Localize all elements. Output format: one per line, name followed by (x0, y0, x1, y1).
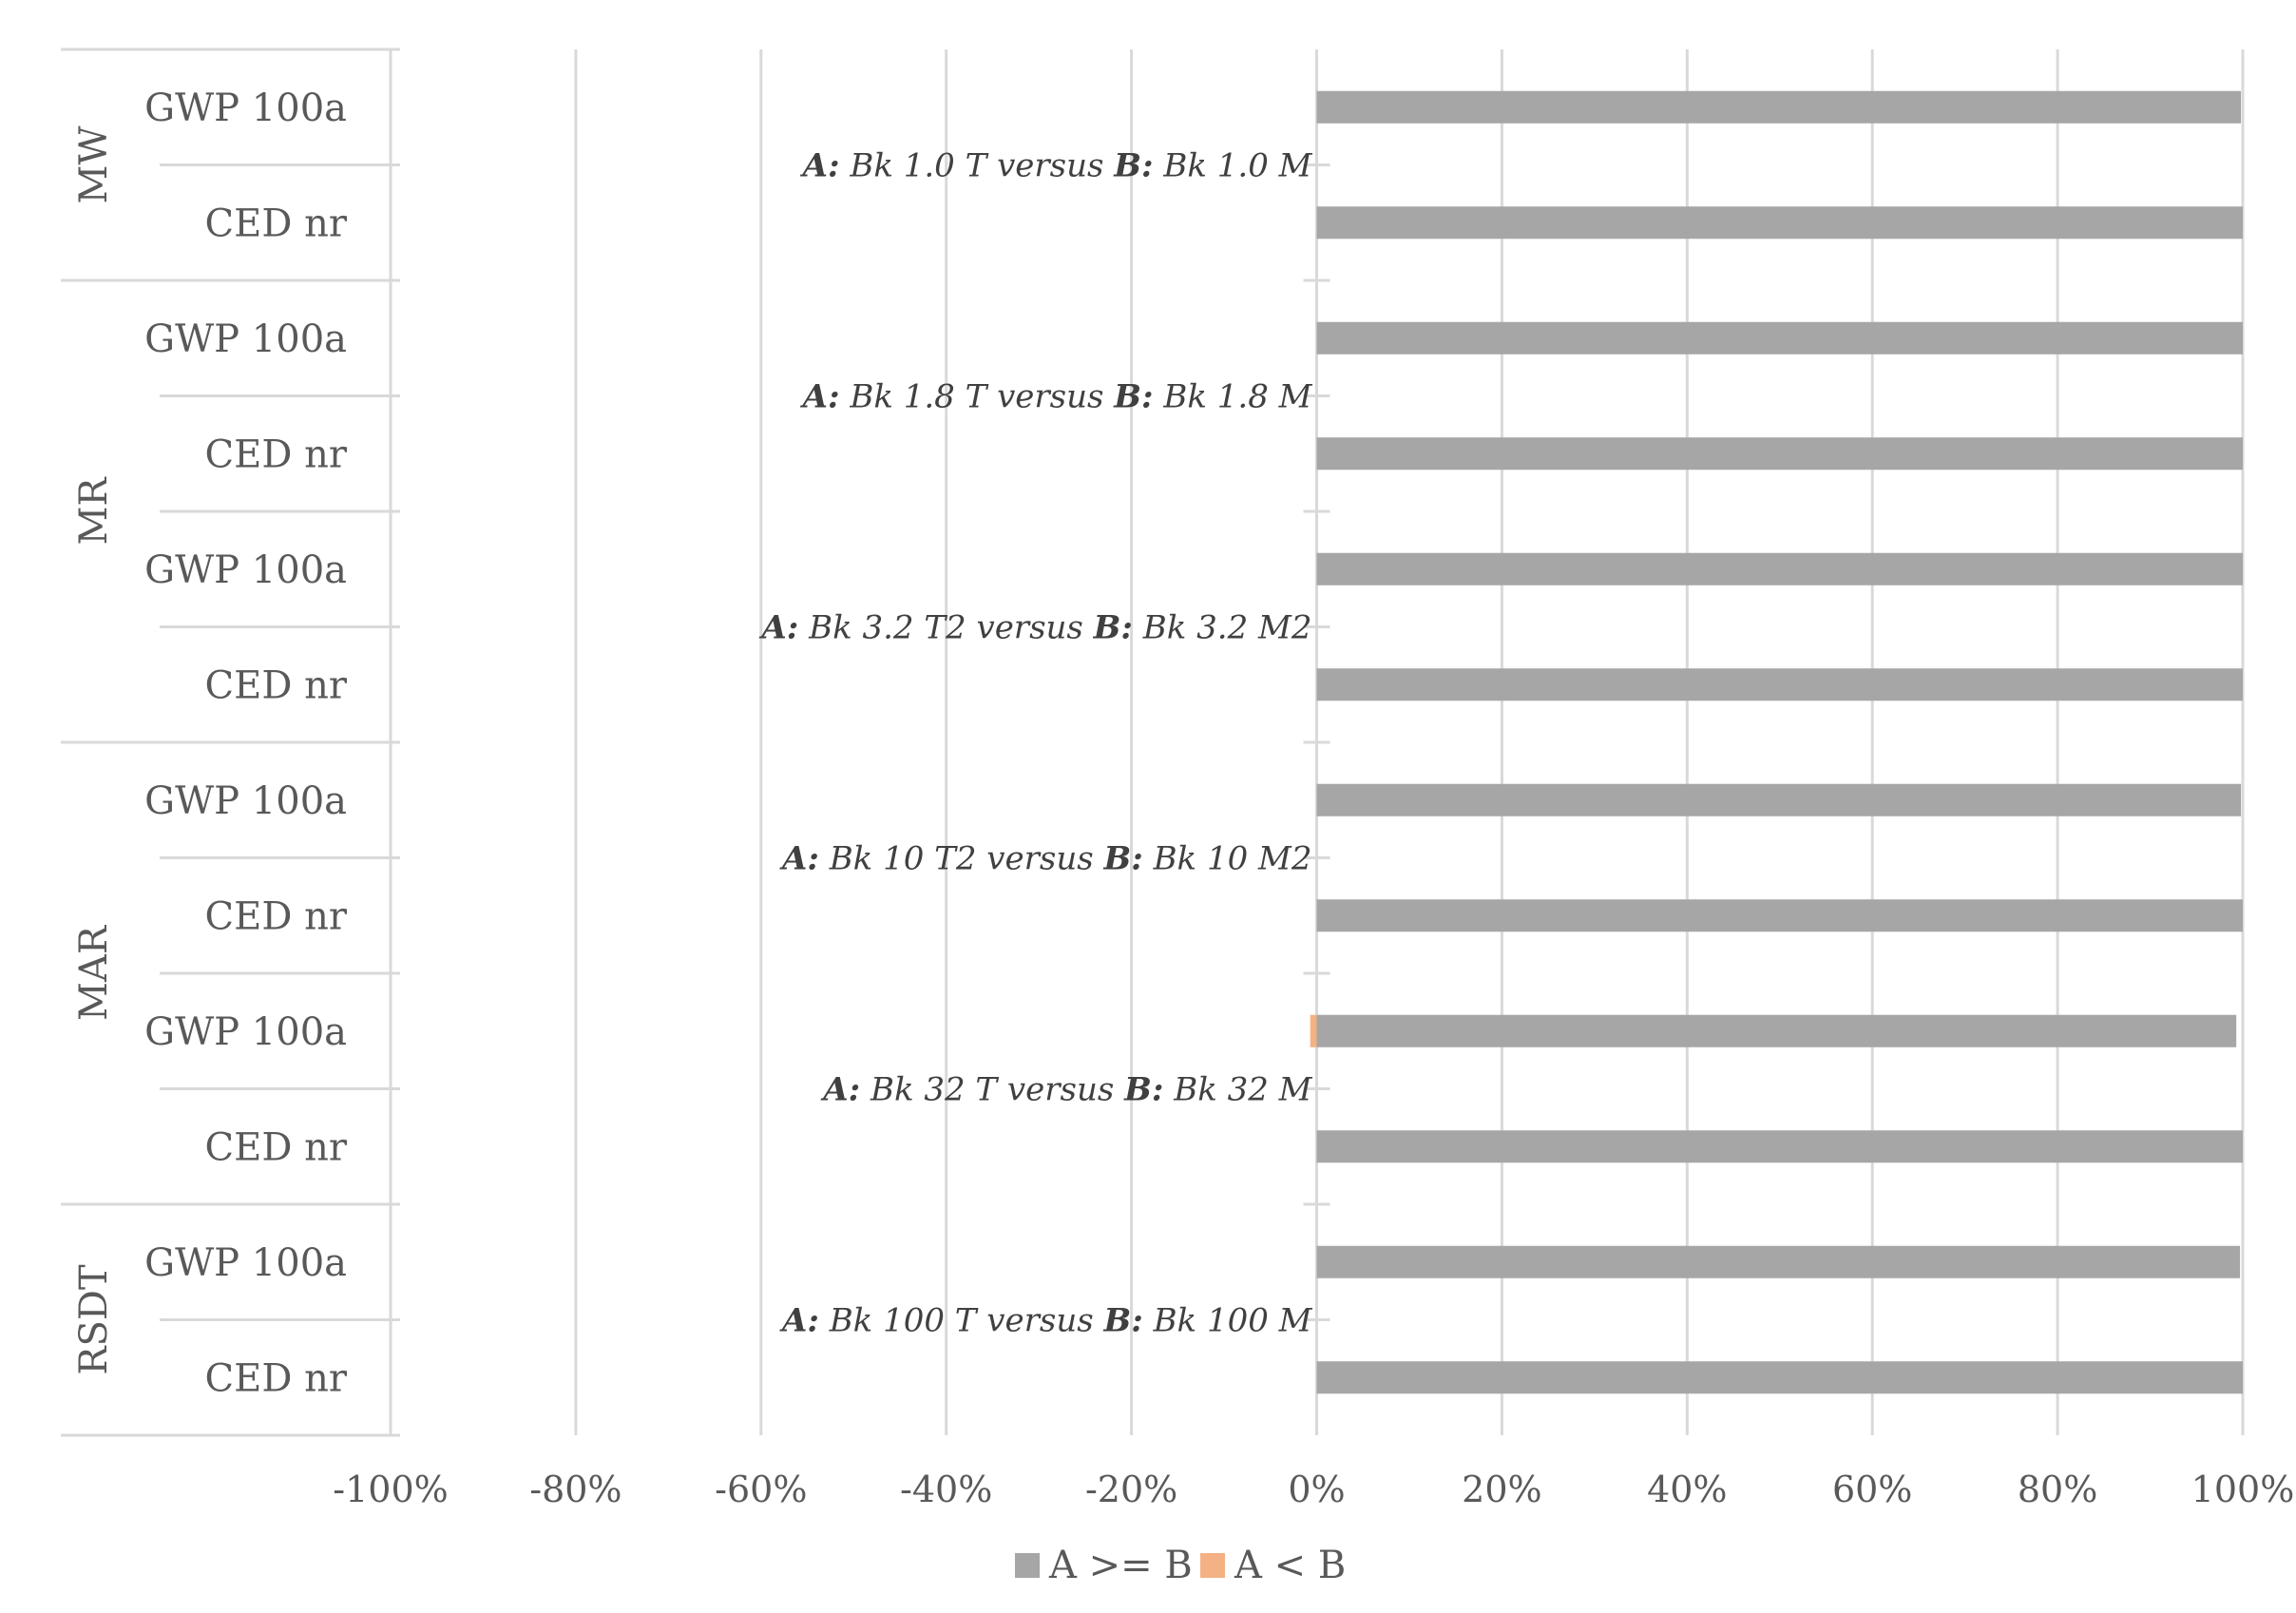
group-label: RSDT (72, 1264, 116, 1375)
group-labels: MW MR MAR RSDT (72, 125, 116, 1374)
legend-swatch-a-lt-b (1200, 1553, 1225, 1578)
bar-a-ge-b (1316, 321, 2243, 355)
category-label: GWP 100a (144, 317, 347, 361)
gridlines (574, 49, 2245, 1435)
annotation-text: Bk 100 T versus (819, 1302, 1104, 1340)
x-tick-label: -80% (529, 1469, 622, 1510)
x-tick-label: -20% (1085, 1469, 1177, 1510)
annotation-text: Bk 1.0 M (1154, 147, 1313, 185)
x-tick-label: -60% (715, 1469, 807, 1510)
annotation-key: A: (800, 147, 840, 185)
annotation-key: B: (1113, 378, 1153, 416)
bar-a-ge-b (1316, 437, 2243, 470)
x-tick-label: 40% (1647, 1469, 1727, 1510)
annotation-key: B: (1123, 1071, 1163, 1109)
bar-a-ge-b (1316, 668, 2243, 701)
bar-a-ge-b (1316, 1361, 2243, 1394)
x-tick-label: 0% (1288, 1469, 1345, 1510)
annotation-text: Bk 32 T versus (860, 1071, 1124, 1109)
category-labels: GWP 100a CED nr GWP 100a CED nr GWP 100a CED … (144, 86, 348, 1401)
category-label: CED nr (205, 663, 348, 707)
category-label: GWP 100a (144, 548, 347, 592)
legend: A >= B A < B (1015, 1544, 1346, 1587)
annotation-text: Bk 10 M2 (1143, 840, 1312, 878)
category-label: CED nr (205, 1356, 348, 1400)
annotation-key: B: (1102, 1302, 1142, 1340)
annotation-key: B: (1093, 609, 1133, 647)
comparison-annotation: A: Bk 32 T versus B: Bk 32 M (820, 1071, 1312, 1109)
bar-a-lt-b (1310, 1014, 1317, 1047)
x-axis-tick-labels: -100% -80% -60% -40% -20% 0% 20% 40% 60% 80% 100% (333, 1469, 2294, 1510)
annotation-text: Bk 1.8 M (1154, 378, 1313, 416)
x-tick-label: -100% (333, 1469, 448, 1510)
bar-a-ge-b (1316, 1130, 2243, 1163)
category-label: CED nr (205, 432, 348, 476)
annotations: A: Bk 1.0 T versus B: Bk 1.0 MA: Bk 1.8 … (758, 147, 1312, 1340)
annotation-key: A: (758, 609, 798, 647)
bar-a-ge-b (1316, 783, 2242, 816)
annotation-text: Bk 10 T2 versus (819, 840, 1104, 878)
x-tick-label: 60% (1832, 1469, 1912, 1510)
bar-a-ge-b (1316, 899, 2243, 932)
category-label: GWP 100a (144, 779, 347, 823)
legend-swatch-a-ge-b (1015, 1553, 1040, 1578)
category-axis-frame (61, 48, 1330, 1437)
comparison-annotation: A: Bk 3.2 T2 versus B: Bk 3.2 M2 (758, 609, 1311, 647)
category-label: CED nr (205, 202, 348, 245)
x-tick-label: 20% (1462, 1469, 1541, 1510)
annotation-text: Bk 32 M (1163, 1071, 1312, 1109)
comparison-annotation: A: Bk 10 T2 versus B: Bk 10 M2 (779, 840, 1312, 878)
category-label: CED nr (205, 1125, 348, 1169)
annotation-text: Bk 1.8 T versus (840, 378, 1115, 416)
legend-label: A < B (1234, 1544, 1346, 1587)
annotation-text: Bk 3.2 M2 (1133, 609, 1312, 647)
comparison-annotation: A: Bk 100 T versus B: Bk 100 M (779, 1302, 1313, 1340)
category-label: GWP 100a (144, 86, 347, 130)
annotation-text: Bk 1.0 T versus (840, 147, 1115, 185)
x-tick-label: 100% (2191, 1469, 2295, 1510)
legend-label: A >= B (1048, 1544, 1193, 1587)
comparison-annotation: A: Bk 1.0 T versus B: Bk 1.0 M (800, 147, 1313, 185)
annotation-text: Bk 3.2 T2 versus (798, 609, 1093, 647)
x-tick-label: 80% (2018, 1469, 2097, 1510)
group-label: MW (72, 125, 116, 203)
bar-a-ge-b (1316, 552, 2243, 586)
bar-a-ge-b (1316, 206, 2243, 240)
category-label: GWP 100a (144, 1010, 347, 1054)
bar-a-ge-b (1316, 1245, 2241, 1278)
annotation-text: Bk 100 M (1143, 1302, 1313, 1340)
annotation-key: A: (779, 1302, 819, 1340)
bar-a-ge-b (1316, 1014, 2237, 1047)
annotation-key: B: (1102, 840, 1142, 878)
bars (1310, 90, 2243, 1394)
annotation-key: A: (800, 378, 840, 416)
x-tick-label: -40% (900, 1469, 992, 1510)
group-label: MR (72, 476, 116, 546)
comparison-annotation: A: Bk 1.8 T versus B: Bk 1.8 M (800, 378, 1313, 416)
annotation-key: A: (779, 840, 819, 878)
annotation-key: A: (820, 1071, 860, 1109)
annotation-key: B: (1113, 147, 1153, 185)
category-label: CED nr (205, 894, 348, 938)
group-label: MAR (72, 924, 116, 1021)
bar-a-ge-b (1316, 90, 2242, 124)
category-label: GWP 100a (144, 1241, 347, 1285)
